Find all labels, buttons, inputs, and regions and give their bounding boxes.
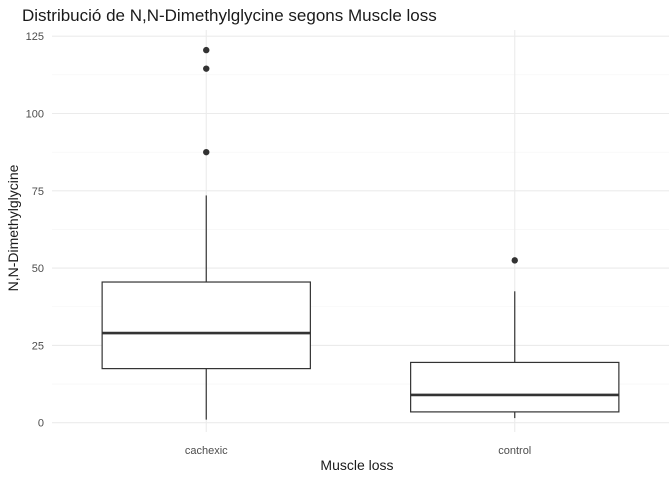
- iqr-box: [410, 361, 620, 413]
- outlier-point: [203, 65, 210, 72]
- x-axis-title: Muscle loss: [320, 457, 393, 473]
- iqr-box: [101, 281, 311, 370]
- y-tick-label: 75: [32, 186, 44, 198]
- x-tick-labels: cachexic control: [185, 445, 531, 457]
- y-tick-labels: 0 25 50 75 100 125: [26, 31, 44, 430]
- box-cachexic: [101, 46, 311, 420]
- outlier-point: [511, 257, 518, 264]
- boxplot-boxes: [101, 46, 620, 420]
- box-control: [410, 257, 620, 419]
- x-tick-label: cachexic: [185, 445, 228, 457]
- y-axis-title: N,N-Dimethylglycine: [5, 164, 21, 291]
- x-tick-label: control: [498, 445, 531, 457]
- y-tick-label: 25: [32, 340, 44, 352]
- outlier-point: [203, 148, 210, 156]
- chart-title: Distribució de N,N-Dimethylglycine segon…: [22, 6, 437, 25]
- y-tick-label: 50: [32, 263, 44, 275]
- y-tick-label: 0: [38, 418, 44, 430]
- y-tick-label: 125: [26, 31, 44, 43]
- y-tick-label: 100: [26, 108, 44, 120]
- outlier-point: [203, 46, 210, 54]
